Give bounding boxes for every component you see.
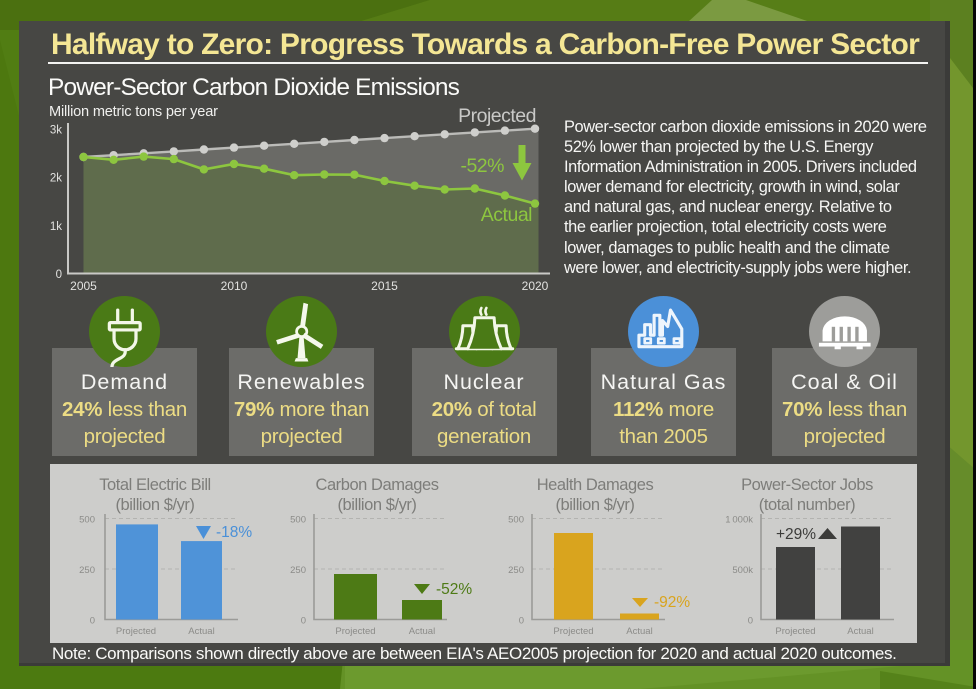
svg-text:Total Electric Bill: Total Electric Bill (99, 476, 211, 494)
svg-text:(billion $/yr): (billion $/yr) (338, 496, 417, 514)
svg-text:2020: 2020 (522, 279, 549, 293)
svg-text:0: 0 (90, 616, 95, 627)
svg-text:Actual: Actual (188, 626, 214, 637)
svg-text:500: 500 (79, 515, 95, 526)
svg-text:Health Damages: Health Damages (537, 476, 654, 494)
svg-text:0: 0 (748, 616, 753, 627)
svg-text:Projected: Projected (553, 626, 593, 637)
svg-text:Actual: Actual (626, 626, 652, 637)
svg-text:-18%: -18% (216, 524, 252, 541)
svg-text:500: 500 (290, 515, 306, 526)
svg-text:-92%: -92% (654, 594, 690, 611)
svg-text:Projected: Projected (775, 626, 815, 637)
svg-text:1k: 1k (50, 221, 62, 233)
svg-text:Actual: Actual (409, 626, 435, 637)
svg-text:2015: 2015 (371, 279, 398, 293)
svg-text:250: 250 (508, 565, 524, 576)
svg-text:2k: 2k (50, 173, 62, 185)
svg-text:0: 0 (519, 616, 524, 627)
svg-text:Carbon Damages: Carbon Damages (315, 476, 438, 494)
svg-text:250: 250 (79, 565, 95, 576)
svg-text:3k: 3k (50, 125, 62, 137)
svg-text:0: 0 (56, 269, 62, 281)
svg-text:250: 250 (290, 565, 306, 576)
svg-text:+29%: +29% (776, 526, 816, 543)
svg-text:1 000k: 1 000k (725, 515, 753, 526)
svg-text:500: 500 (508, 515, 524, 526)
svg-text:2005: 2005 (70, 279, 97, 293)
svg-text:(billion $/yr): (billion $/yr) (116, 496, 195, 514)
svg-text:Projected: Projected (116, 626, 156, 637)
svg-text:2010: 2010 (221, 279, 248, 293)
svg-text:Projected: Projected (335, 626, 375, 637)
svg-text:(total number): (total number) (759, 496, 855, 514)
svg-text:Actual: Actual (847, 626, 873, 637)
svg-text:Power-Sector Jobs: Power-Sector Jobs (741, 476, 873, 494)
svg-text:500k: 500k (732, 565, 753, 576)
svg-text:0: 0 (301, 616, 306, 627)
svg-text:-52%: -52% (436, 581, 472, 598)
svg-text:(billion $/yr): (billion $/yr) (556, 496, 635, 514)
